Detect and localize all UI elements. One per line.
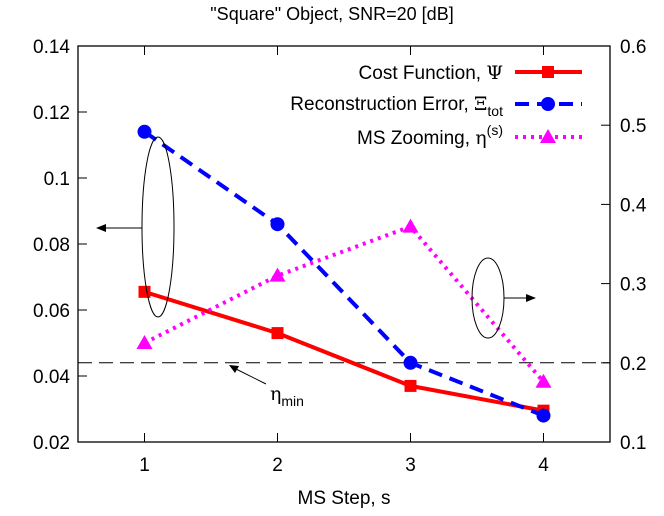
x-tick-label: 4 — [538, 455, 549, 476]
legend: Cost Function, Ψ Reconstruction Error, Ξ… — [290, 62, 582, 149]
data-point-error — [536, 408, 551, 423]
y-right-tick-label: 0.2 — [620, 354, 646, 375]
data-point-cost — [404, 379, 417, 392]
data-point-zoom — [535, 373, 552, 388]
data-point-zoom — [269, 267, 286, 282]
left-axis-indicator-ellipse — [141, 136, 175, 318]
x-axis-label: MS Step, s — [298, 488, 391, 509]
legend-label-zoom: MS Zooming, η(s) — [357, 122, 503, 149]
y-left-tick-label: 0.04 — [33, 367, 70, 388]
right-axis-indicator-ellipse — [471, 257, 505, 339]
y-left-tick-label: 0.1 — [44, 169, 70, 190]
x-tick-label: 2 — [272, 455, 283, 476]
series-line-error — [143, 130, 545, 418]
right-arrow-icon — [526, 294, 536, 302]
legend-label-cost: Cost Function, Ψ — [359, 62, 503, 84]
legend-item-cost: Cost Function, Ψ — [359, 62, 582, 84]
y-left-tick-label: 0.12 — [33, 103, 70, 124]
eta-min-arrow-line — [233, 367, 267, 385]
legend-marker-error — [541, 97, 555, 111]
y-left-tick-label: 0.14 — [33, 37, 70, 58]
data-point-error — [403, 355, 418, 370]
legend-marker-cost — [542, 66, 554, 78]
y-right-tick-label: 0.1 — [620, 433, 646, 454]
y-right-tick-label: 0.6 — [620, 37, 646, 58]
y-right-tick-label: 0.4 — [620, 195, 647, 216]
x-tick-label: 1 — [139, 455, 150, 476]
legend-marker-zoom — [540, 129, 556, 143]
data-point-cost — [271, 327, 284, 340]
data-point-zoom — [136, 335, 153, 349]
x-tick-label: 3 — [405, 455, 416, 476]
y-left-tick-label: 0.02 — [33, 433, 70, 454]
data-point-error — [137, 124, 152, 139]
right-axis-indicator — [471, 257, 536, 339]
left-axis-indicator — [96, 136, 175, 318]
series-line-cost — [143, 289, 544, 413]
data-point-cost — [138, 285, 151, 298]
y-right-tick-label: 0.3 — [620, 275, 646, 296]
series-layer — [136, 124, 552, 423]
chart-title: "Square" Object, SNR=20 [dB] — [210, 4, 453, 24]
data-point-zoom — [402, 218, 419, 233]
legend-item-error: Reconstruction Error, Ξtot — [290, 93, 582, 119]
y-left-tick-label: 0.08 — [33, 235, 70, 256]
legend-item-zoom: MS Zooming, η(s) — [357, 122, 582, 149]
axis-ticks: 0.02 0.04 0.06 0.08 0.1 0.12 0.14 0.1 0.2 0.3 0.4 0… — [33, 37, 647, 476]
left-arrow-icon — [96, 224, 106, 232]
data-point-error — [270, 217, 285, 232]
eta-min-label: ηmin — [270, 383, 304, 409]
series-line-zoom — [143, 224, 546, 384]
y-left-tick-label: 0.06 — [33, 301, 70, 322]
legend-label-error: Reconstruction Error, Ξtot — [290, 93, 503, 119]
y-right-tick-label: 0.5 — [620, 116, 646, 137]
eta-min-annotation: ηmin — [229, 365, 304, 409]
eta-min-arrow-icon — [229, 365, 239, 373]
